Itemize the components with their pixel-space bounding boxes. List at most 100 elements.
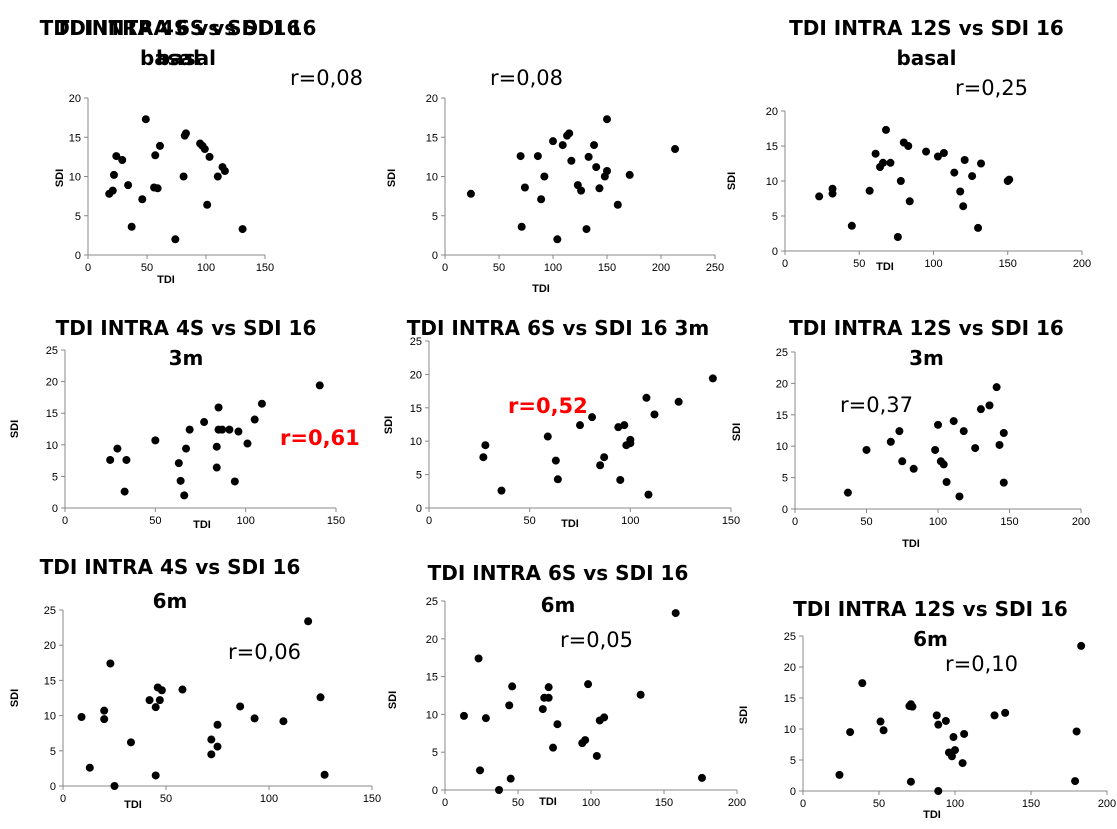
data-point xyxy=(155,141,164,150)
x-tick-label: 200 xyxy=(1098,798,1116,810)
data-point xyxy=(106,455,115,464)
x-axis-title: TDI xyxy=(539,796,557,808)
data-point xyxy=(100,715,109,724)
x-tick-label: 100 xyxy=(924,258,942,270)
y-tick-label: 10 xyxy=(46,440,58,452)
data-point xyxy=(505,701,514,710)
y-axis-title: SDI xyxy=(731,423,743,441)
data-point xyxy=(909,464,918,473)
data-point xyxy=(956,187,965,196)
x-tick-label: 250 xyxy=(706,262,724,274)
data-point xyxy=(122,455,131,464)
chart-title: TDI INTRA 12S vs SDI 16 xyxy=(793,597,1068,621)
x-tick-label: 100 xyxy=(544,262,562,274)
data-point xyxy=(200,145,209,154)
data-point xyxy=(155,696,164,705)
data-point xyxy=(151,771,160,780)
data-point xyxy=(934,420,942,429)
chart-subtitle: 3m xyxy=(168,346,204,370)
data-point xyxy=(974,223,983,232)
data-point xyxy=(109,170,118,179)
x-tick-label: 0 xyxy=(426,515,432,527)
data-point xyxy=(650,410,659,419)
y-tick-label: 0 xyxy=(432,250,438,262)
data-point xyxy=(126,738,135,747)
x-tick-label: 100 xyxy=(621,515,639,527)
data-point xyxy=(625,170,634,179)
y-tick-label: 15 xyxy=(44,675,56,687)
data-point xyxy=(995,440,1004,449)
data-point xyxy=(565,129,574,138)
data-point xyxy=(614,423,623,432)
data-point xyxy=(697,773,706,782)
data-point xyxy=(145,696,154,705)
data-point xyxy=(939,460,948,469)
data-point xyxy=(879,726,888,735)
y-tick-label: 20 xyxy=(410,369,422,381)
x-tick-label: 0 xyxy=(800,798,806,810)
scatter-plot: 0 50 100 150 200 0 5 10 15 20 SDI TDI xyxy=(726,106,1091,273)
data-point xyxy=(537,195,546,204)
data-point xyxy=(214,403,223,412)
data-point xyxy=(106,659,115,668)
chart-subtitle: basal xyxy=(155,46,217,70)
y-tick-label: 0 xyxy=(52,503,58,515)
y-tick-label: 0 xyxy=(432,785,438,797)
x-axis-title: TDI xyxy=(193,519,211,531)
data-point xyxy=(886,437,895,446)
y-axis-title: SDI xyxy=(383,416,395,434)
data-point xyxy=(225,425,234,434)
data-point xyxy=(595,184,604,193)
x-axis-title: TDI xyxy=(157,274,175,286)
data-point xyxy=(600,713,609,722)
x-tick-label: 200 xyxy=(728,797,746,809)
y-tick-label: 15 xyxy=(426,672,438,684)
y-tick-label: 5 xyxy=(416,470,422,482)
data-point xyxy=(1077,641,1086,650)
data-point xyxy=(1071,777,1080,786)
x-axis-title: TDI xyxy=(561,518,579,530)
x-tick-label: 50 xyxy=(493,262,505,274)
data-point xyxy=(549,743,558,752)
y-tick-label: 5 xyxy=(52,471,58,483)
data-point xyxy=(858,679,867,688)
data-point xyxy=(835,770,844,779)
data-point xyxy=(846,728,855,737)
data-point xyxy=(85,763,94,772)
x-tick-label: 200 xyxy=(1072,516,1090,528)
chart-title: TDI INTRA 6S vs SDI 16 xyxy=(55,16,317,40)
data-point xyxy=(1005,175,1014,184)
data-point xyxy=(955,492,964,501)
data-point xyxy=(544,683,553,692)
data-point xyxy=(257,399,266,408)
data-point xyxy=(138,195,147,204)
x-tick-label: 150 xyxy=(327,515,345,527)
x-tick-label: 0 xyxy=(782,258,788,270)
data-point xyxy=(495,786,504,794)
correlation-annotation: r=0,08 xyxy=(490,66,563,90)
chart-title: TDI INTRA 12S vs SDI 16 xyxy=(789,16,1064,40)
scatter-panel: TDI INTRA 4S vs SDI 16 6m r=0,06 0 50 100 150 0… xyxy=(0,555,381,829)
data-point xyxy=(976,405,985,414)
x-tick-label: 100 xyxy=(236,515,254,527)
data-point xyxy=(481,714,490,723)
data-point xyxy=(250,714,259,723)
x-tick-label: 150 xyxy=(598,262,616,274)
y-tick-label: 15 xyxy=(766,141,778,153)
x-tick-label: 100 xyxy=(946,798,964,810)
scatter-plot: 0 50 100 150 200 0 5 10 15 20 25 SDI TDI xyxy=(731,347,1090,550)
data-point xyxy=(538,705,547,714)
scatter-panel: TDI INTRA 12S vs SDI 16 basal r=0,25 0 50 100… xyxy=(726,0,1117,300)
data-point xyxy=(613,200,622,209)
data-point xyxy=(1072,727,1081,736)
data-point xyxy=(886,158,895,167)
y-tick-label: 25 xyxy=(44,605,56,617)
data-point xyxy=(506,774,515,783)
y-tick-label: 10 xyxy=(426,172,438,184)
y-tick-label: 20 xyxy=(69,93,81,105)
data-point xyxy=(968,172,977,181)
data-point xyxy=(320,770,329,779)
data-point xyxy=(862,445,871,454)
data-point xyxy=(708,374,717,383)
correlation-annotation: r=0,08 xyxy=(290,66,363,90)
